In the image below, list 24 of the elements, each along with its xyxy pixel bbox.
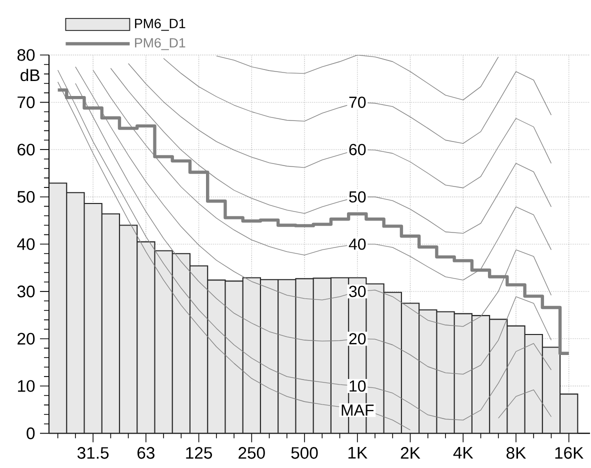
x-tick-label: 1K bbox=[348, 447, 368, 458]
x-tick-label: 125 bbox=[186, 447, 212, 459]
x-tick-label: 500 bbox=[291, 447, 318, 459]
y-tick-label: 20 bbox=[18, 332, 35, 345]
x-tick-label: 63 bbox=[137, 447, 154, 459]
y-tick-label: 10 bbox=[18, 380, 35, 392]
x-tick-label: 250 bbox=[238, 447, 265, 459]
x-tick-label: 2K bbox=[400, 447, 420, 459]
y-axis-title: dB bbox=[20, 68, 40, 82]
legend-label: PM6_D1 bbox=[135, 38, 186, 50]
y-tick-label: 60 bbox=[18, 144, 35, 156]
line-series bbox=[163, 58, 552, 144]
y-tick-label: 40 bbox=[17, 238, 35, 250]
x-tick-label: 16K bbox=[555, 447, 584, 459]
y-tick-label: 70 bbox=[18, 96, 35, 108]
x-tick-label: 8K bbox=[506, 447, 526, 459]
y-tick-label: 80 bbox=[17, 49, 35, 61]
x-tick-label: 31.5 bbox=[77, 447, 109, 459]
y-tick-label: 50 bbox=[17, 190, 35, 203]
legend-label: PM6_D1 bbox=[135, 18, 186, 31]
series-label: 40 bbox=[348, 238, 366, 250]
y-tick-label: 30 bbox=[17, 286, 35, 298]
x-tick-label: 4K bbox=[453, 447, 474, 458]
y-tick-label: 0 bbox=[26, 427, 35, 440]
